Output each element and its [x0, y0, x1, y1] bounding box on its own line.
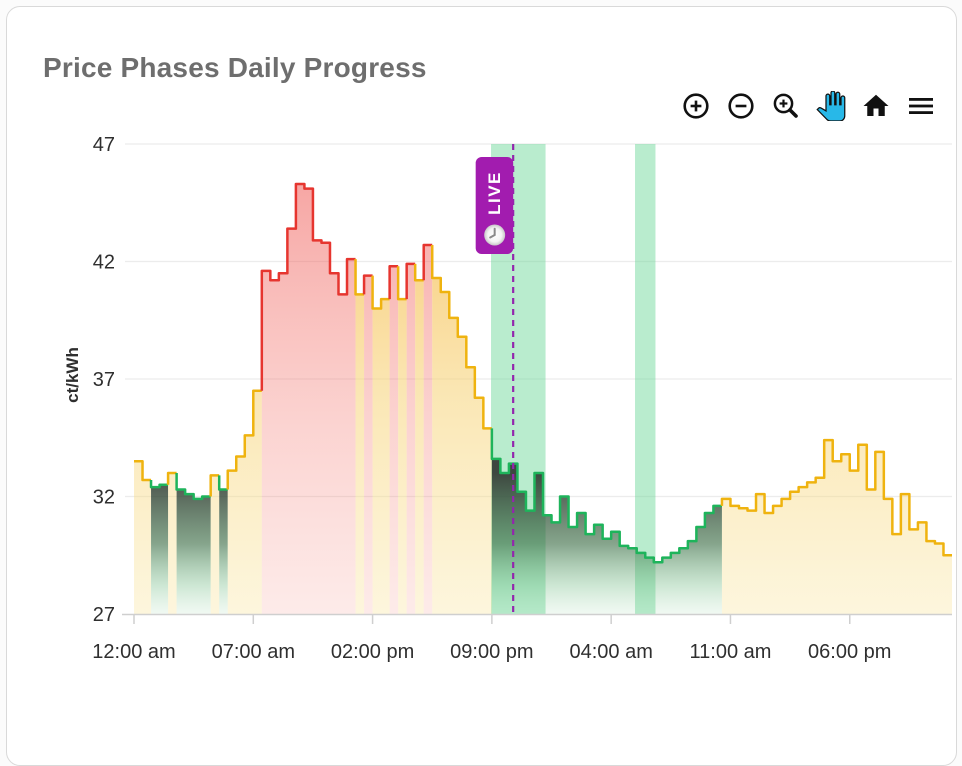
- price-step-line-c: [175, 473, 211, 501]
- home-icon: [863, 94, 889, 116]
- phase-fill-n: [398, 299, 407, 614]
- phase-fill-n: [415, 280, 424, 614]
- x-tick-label: 12:00 am: [92, 641, 175, 663]
- phase-fill-n: [134, 461, 152, 614]
- phase-fill-n: [227, 390, 262, 614]
- menu-button[interactable]: [904, 89, 938, 123]
- price-step-line-n: [209, 474, 220, 497]
- box-zoom-button[interactable]: [769, 89, 803, 123]
- menu-icon: [909, 98, 933, 114]
- pan-button[interactable]: [814, 89, 848, 123]
- price-step-line-c: [217, 475, 228, 491]
- price-step-line-e: [362, 274, 373, 295]
- phase-fill-e: [423, 245, 433, 615]
- cheap-window-band: [635, 144, 656, 614]
- y-tick-label: 37: [93, 369, 115, 391]
- box-zoom-icon: [773, 93, 798, 118]
- price-step-line-n: [371, 275, 390, 310]
- price-step-line-e: [422, 243, 433, 281]
- price-step-line-e: [388, 264, 399, 300]
- pan-icon: [816, 91, 846, 121]
- y-tick-label: 32: [93, 487, 115, 509]
- chart-canvas[interactable]: 12:00 am 07:00 am 02:00 pm 09:00 pm 04:00 am…: [7, 7, 962, 712]
- phase-fill-c: [151, 484, 169, 614]
- x-tick-label: 02:00 pm: [331, 641, 414, 663]
- phase-fill-n: [372, 299, 390, 614]
- zoom-in-icon: [683, 93, 709, 119]
- x-tick-label: 06:00 pm: [808, 641, 891, 663]
- price-step-line-n: [720, 438, 952, 557]
- price-step-line-e: [260, 182, 356, 391]
- price-step-line-c: [490, 428, 722, 564]
- phase-fill-n: [210, 475, 220, 614]
- price-step-line-n: [413, 263, 424, 282]
- modebar: [679, 89, 938, 123]
- zoom-in-button[interactable]: [679, 89, 713, 123]
- phase-fill-e: [406, 263, 416, 614]
- price-step-line-n: [396, 266, 407, 301]
- phase-fill-n: [355, 294, 365, 614]
- zoom-out-button[interactable]: [724, 89, 758, 123]
- price-step-line-n: [354, 259, 365, 296]
- price-step-line-n: [226, 389, 262, 490]
- price-step-line-n: [134, 460, 152, 482]
- live-label: LIVE: [485, 171, 504, 215]
- phase-fill-e: [364, 275, 373, 614]
- y-tick-label: 42: [93, 252, 115, 274]
- price-step-line-n: [166, 471, 177, 485]
- x-tick-label: 11:00 am: [690, 641, 772, 663]
- x-tick-label: 09:00 pm: [450, 641, 533, 663]
- phase-fill-c: [491, 458, 722, 614]
- phase-fill-e: [261, 183, 356, 614]
- chart-card: Price Phases Daily Progress: [6, 6, 957, 766]
- clock-hour-hand: [489, 234, 496, 239]
- y-tick-label: 47: [93, 134, 115, 156]
- price-step-line-e: [405, 262, 416, 300]
- page-title: Price Phases Daily Progress: [43, 51, 427, 83]
- home-button[interactable]: [859, 89, 893, 123]
- x-tick-label: 07:00 am: [212, 641, 295, 663]
- zoom-out-icon: [728, 93, 754, 119]
- live-marker-tab[interactable]: LIVE: [475, 157, 514, 254]
- phase-fill-n: [721, 440, 952, 614]
- live-tab-bg: [475, 157, 514, 254]
- phase-fill-n: [168, 473, 177, 614]
- x-tick-label: 04:00 am: [569, 641, 652, 663]
- phase-fill-e: [389, 266, 399, 614]
- y-tick-label: 27: [93, 604, 115, 626]
- phase-fill-c: [176, 489, 211, 614]
- price-step-line-c: [149, 480, 169, 489]
- phase-fill-n: [432, 277, 492, 614]
- phase-fill-c: [219, 489, 228, 614]
- price-step-line-n: [430, 245, 492, 430]
